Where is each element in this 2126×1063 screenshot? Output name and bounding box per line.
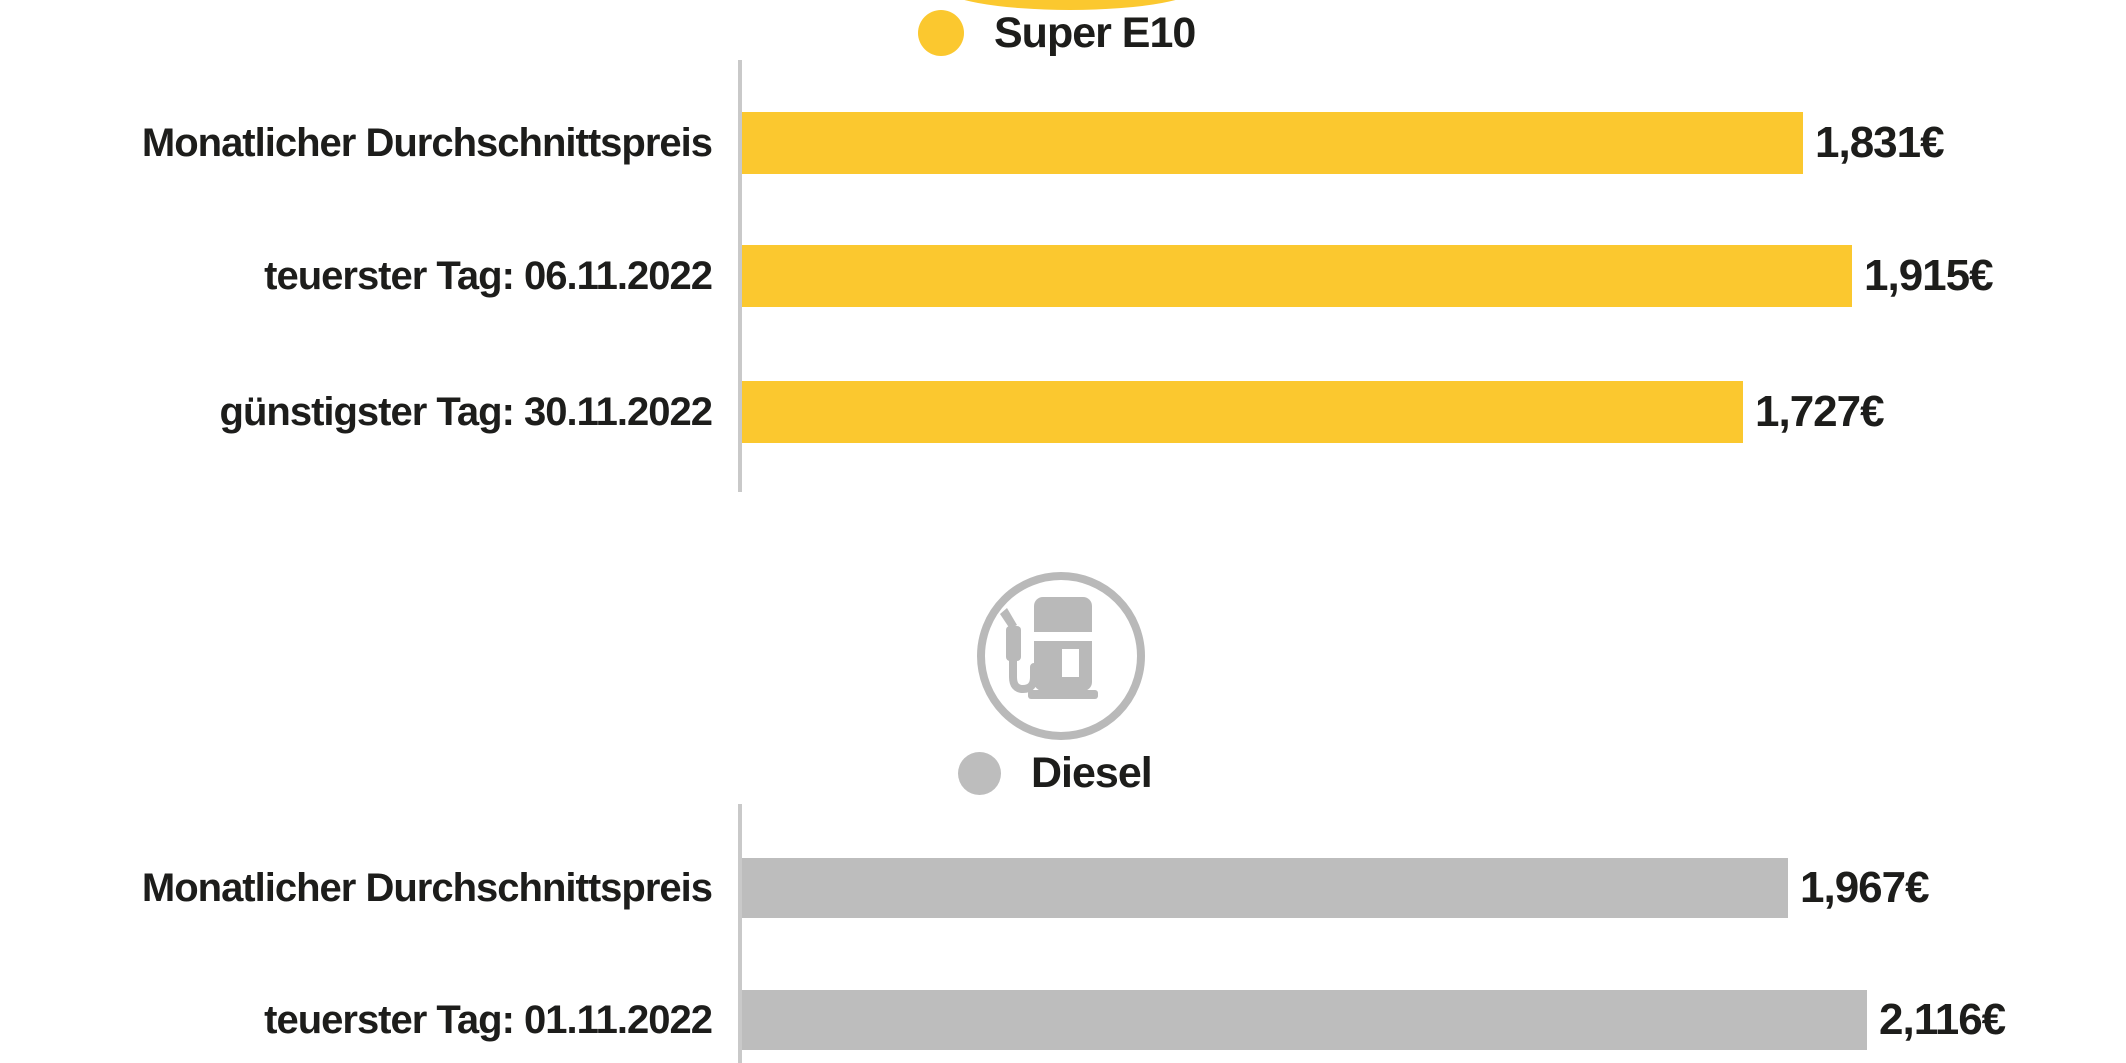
category-label: Monatlicher Durchschnittspreis [141, 865, 713, 910]
value-label: 1,915€ [1864, 251, 1994, 300]
legend-label-diesel: Diesel [1031, 749, 1153, 797]
fuel-pump-icon [977, 572, 1145, 740]
legend-dot-super-e10 [918, 10, 964, 56]
value-label: 1,831€ [1815, 118, 1945, 167]
category-label: teuerster Tag: 06.11.2022 [264, 253, 713, 298]
axis-line-diesel [738, 804, 742, 1063]
category-label: günstigster Tag: 30.11.2022 [219, 389, 713, 434]
value-label: 1,967€ [1800, 863, 1930, 912]
category-label: teuerster Tag: 01.11.2022 [264, 997, 713, 1042]
bar [742, 990, 1867, 1050]
legend-label-super-e10: Super E10 [994, 8, 1196, 57]
super-e10-circle-partial-icon [940, 0, 1200, 10]
legend-diesel: Diesel [958, 749, 1153, 797]
legend-super-e10: Super E10 [918, 8, 1196, 57]
value-label: 2,116€ [1879, 995, 2006, 1044]
bar [742, 112, 1803, 174]
bar [742, 381, 1743, 443]
legend-dot-diesel [958, 752, 1001, 795]
bar [742, 245, 1852, 307]
bar [742, 858, 1788, 918]
category-label: Monatlicher Durchschnittspreis [141, 120, 713, 165]
value-label: 1,727€ [1755, 387, 1885, 436]
axis-line-super-e10 [738, 60, 742, 492]
